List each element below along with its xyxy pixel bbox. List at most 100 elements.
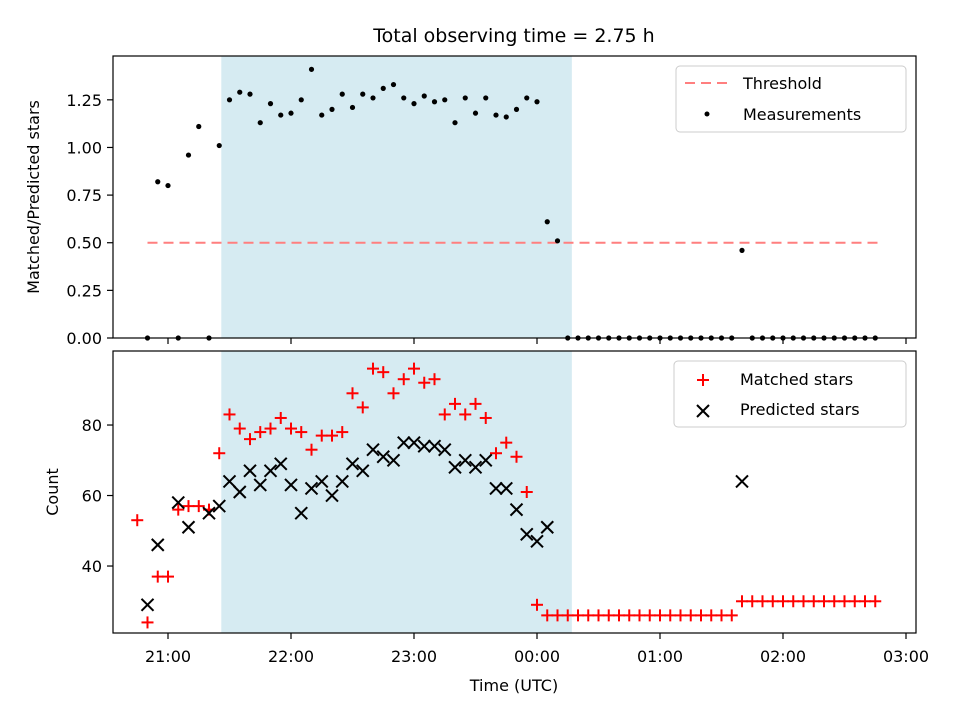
matched-star-point (449, 397, 461, 410)
matched-star-point (561, 609, 574, 622)
top-y-tick-label: 1.00 (66, 138, 102, 157)
bottom-legend: Matched stars Predicted stars (673, 360, 907, 428)
predicted-star-point (479, 453, 493, 467)
predicted-star-point (243, 464, 257, 478)
predicted-star-point (489, 481, 503, 496)
measurement-point (513, 106, 520, 112)
legend-predicted-label: Predicted stars (740, 400, 860, 419)
predicted-star-point (376, 450, 390, 464)
predicted-star-point (253, 478, 267, 492)
matched-star-point (705, 609, 718, 622)
matched-star-point (387, 387, 400, 400)
predicted-star-point (263, 464, 278, 478)
matched-star-point (479, 411, 492, 424)
top-y-tick-label: 1.25 (66, 91, 102, 110)
predicted-star-point (140, 598, 155, 612)
matched-star-point (838, 595, 851, 608)
predicted-star-point (407, 435, 421, 450)
measurement-point (237, 89, 243, 95)
measurements-series (144, 66, 878, 341)
measurement-point (493, 112, 499, 118)
bottom-y-ticks: 40 60 80 (82, 416, 113, 576)
predicted-star-point (530, 534, 544, 549)
x-tick-label: 01:00 (637, 647, 683, 666)
predicted-star-point (294, 506, 308, 520)
matched-star-point (859, 595, 871, 608)
bottom-y-tick-label: 60 (82, 487, 102, 506)
matched-star-point (428, 373, 441, 386)
predicted-star-point (274, 457, 288, 471)
measurement-point (534, 99, 540, 105)
measurement-point (267, 101, 274, 107)
x-tick-label: 00:00 (514, 647, 560, 666)
matched-star-point (777, 595, 789, 608)
matched-star-point (326, 429, 338, 442)
bottom-y-tick-label: 80 (82, 416, 102, 435)
measurement-point (739, 247, 745, 253)
legend-matched-swatch (697, 374, 709, 386)
matched-star-point (305, 443, 318, 456)
predicted-star-point (540, 520, 554, 534)
matched-star-point (531, 598, 543, 611)
bottom-plot-frame (112, 350, 917, 634)
matched-stars-series (131, 362, 882, 629)
matched-star-point (264, 422, 277, 435)
predicted-star-point (417, 439, 431, 453)
x-axis-label: Time (UTC) (469, 676, 558, 695)
matched-star-point (182, 500, 195, 513)
predicted-star-point (151, 538, 165, 552)
predicted-star-point (233, 485, 247, 499)
matched-star-point (223, 408, 236, 421)
predicted-star-point (499, 481, 513, 496)
x-tick-label: 03:00 (883, 647, 929, 666)
matched-star-point (336, 426, 349, 439)
bottom-observing-window (221, 351, 572, 633)
predicted-star-point (325, 488, 339, 503)
matched-star-point (828, 595, 841, 608)
measurement-point (442, 97, 448, 103)
matched-star-point (315, 429, 328, 442)
predicted-star-point (202, 506, 216, 520)
predicted-star-point (735, 474, 749, 489)
matched-star-point (469, 397, 482, 410)
matched-star-point (787, 595, 800, 608)
measurement-point (288, 110, 294, 116)
measurement-point (226, 97, 233, 103)
matched-star-point (408, 362, 420, 375)
matched-star-point (377, 366, 390, 379)
measurement-point (503, 114, 509, 120)
measurement-point (257, 120, 263, 126)
matched-star-point (736, 595, 748, 608)
predicted-star-point (181, 520, 196, 534)
predicted-star-point (427, 439, 442, 453)
matched-star-point (664, 609, 677, 622)
predicted-star-point (284, 478, 298, 492)
matched-star-point (725, 609, 738, 622)
measurement-point (401, 95, 407, 101)
predicted-star-point (448, 460, 462, 475)
matched-star-point (141, 616, 154, 629)
measurement-point (339, 91, 345, 97)
predicted-stars-series (140, 435, 749, 612)
x-tick-label: 22:00 (268, 647, 314, 666)
matched-star-point (715, 609, 728, 622)
top-y-tick-label: 0.25 (66, 281, 102, 300)
measurement-point (319, 112, 325, 118)
matched-star-point (756, 595, 769, 608)
predicted-star-point (366, 442, 380, 457)
measurement-point (349, 104, 356, 111)
matched-star-point (295, 426, 308, 439)
matched-star-point (131, 514, 144, 527)
matched-star-point (695, 609, 707, 622)
matched-star-point (643, 609, 656, 622)
matched-star-point (592, 609, 605, 622)
top-legend: Threshold Measurements (675, 65, 907, 133)
top-plot-frame (112, 55, 917, 339)
matched-star-point (162, 570, 174, 583)
measurement-point (554, 238, 561, 244)
measurement-point (544, 219, 550, 225)
matched-star-point (274, 411, 287, 424)
predicted-star-point (315, 474, 329, 489)
legend-threshold-label: Threshold (742, 74, 822, 93)
